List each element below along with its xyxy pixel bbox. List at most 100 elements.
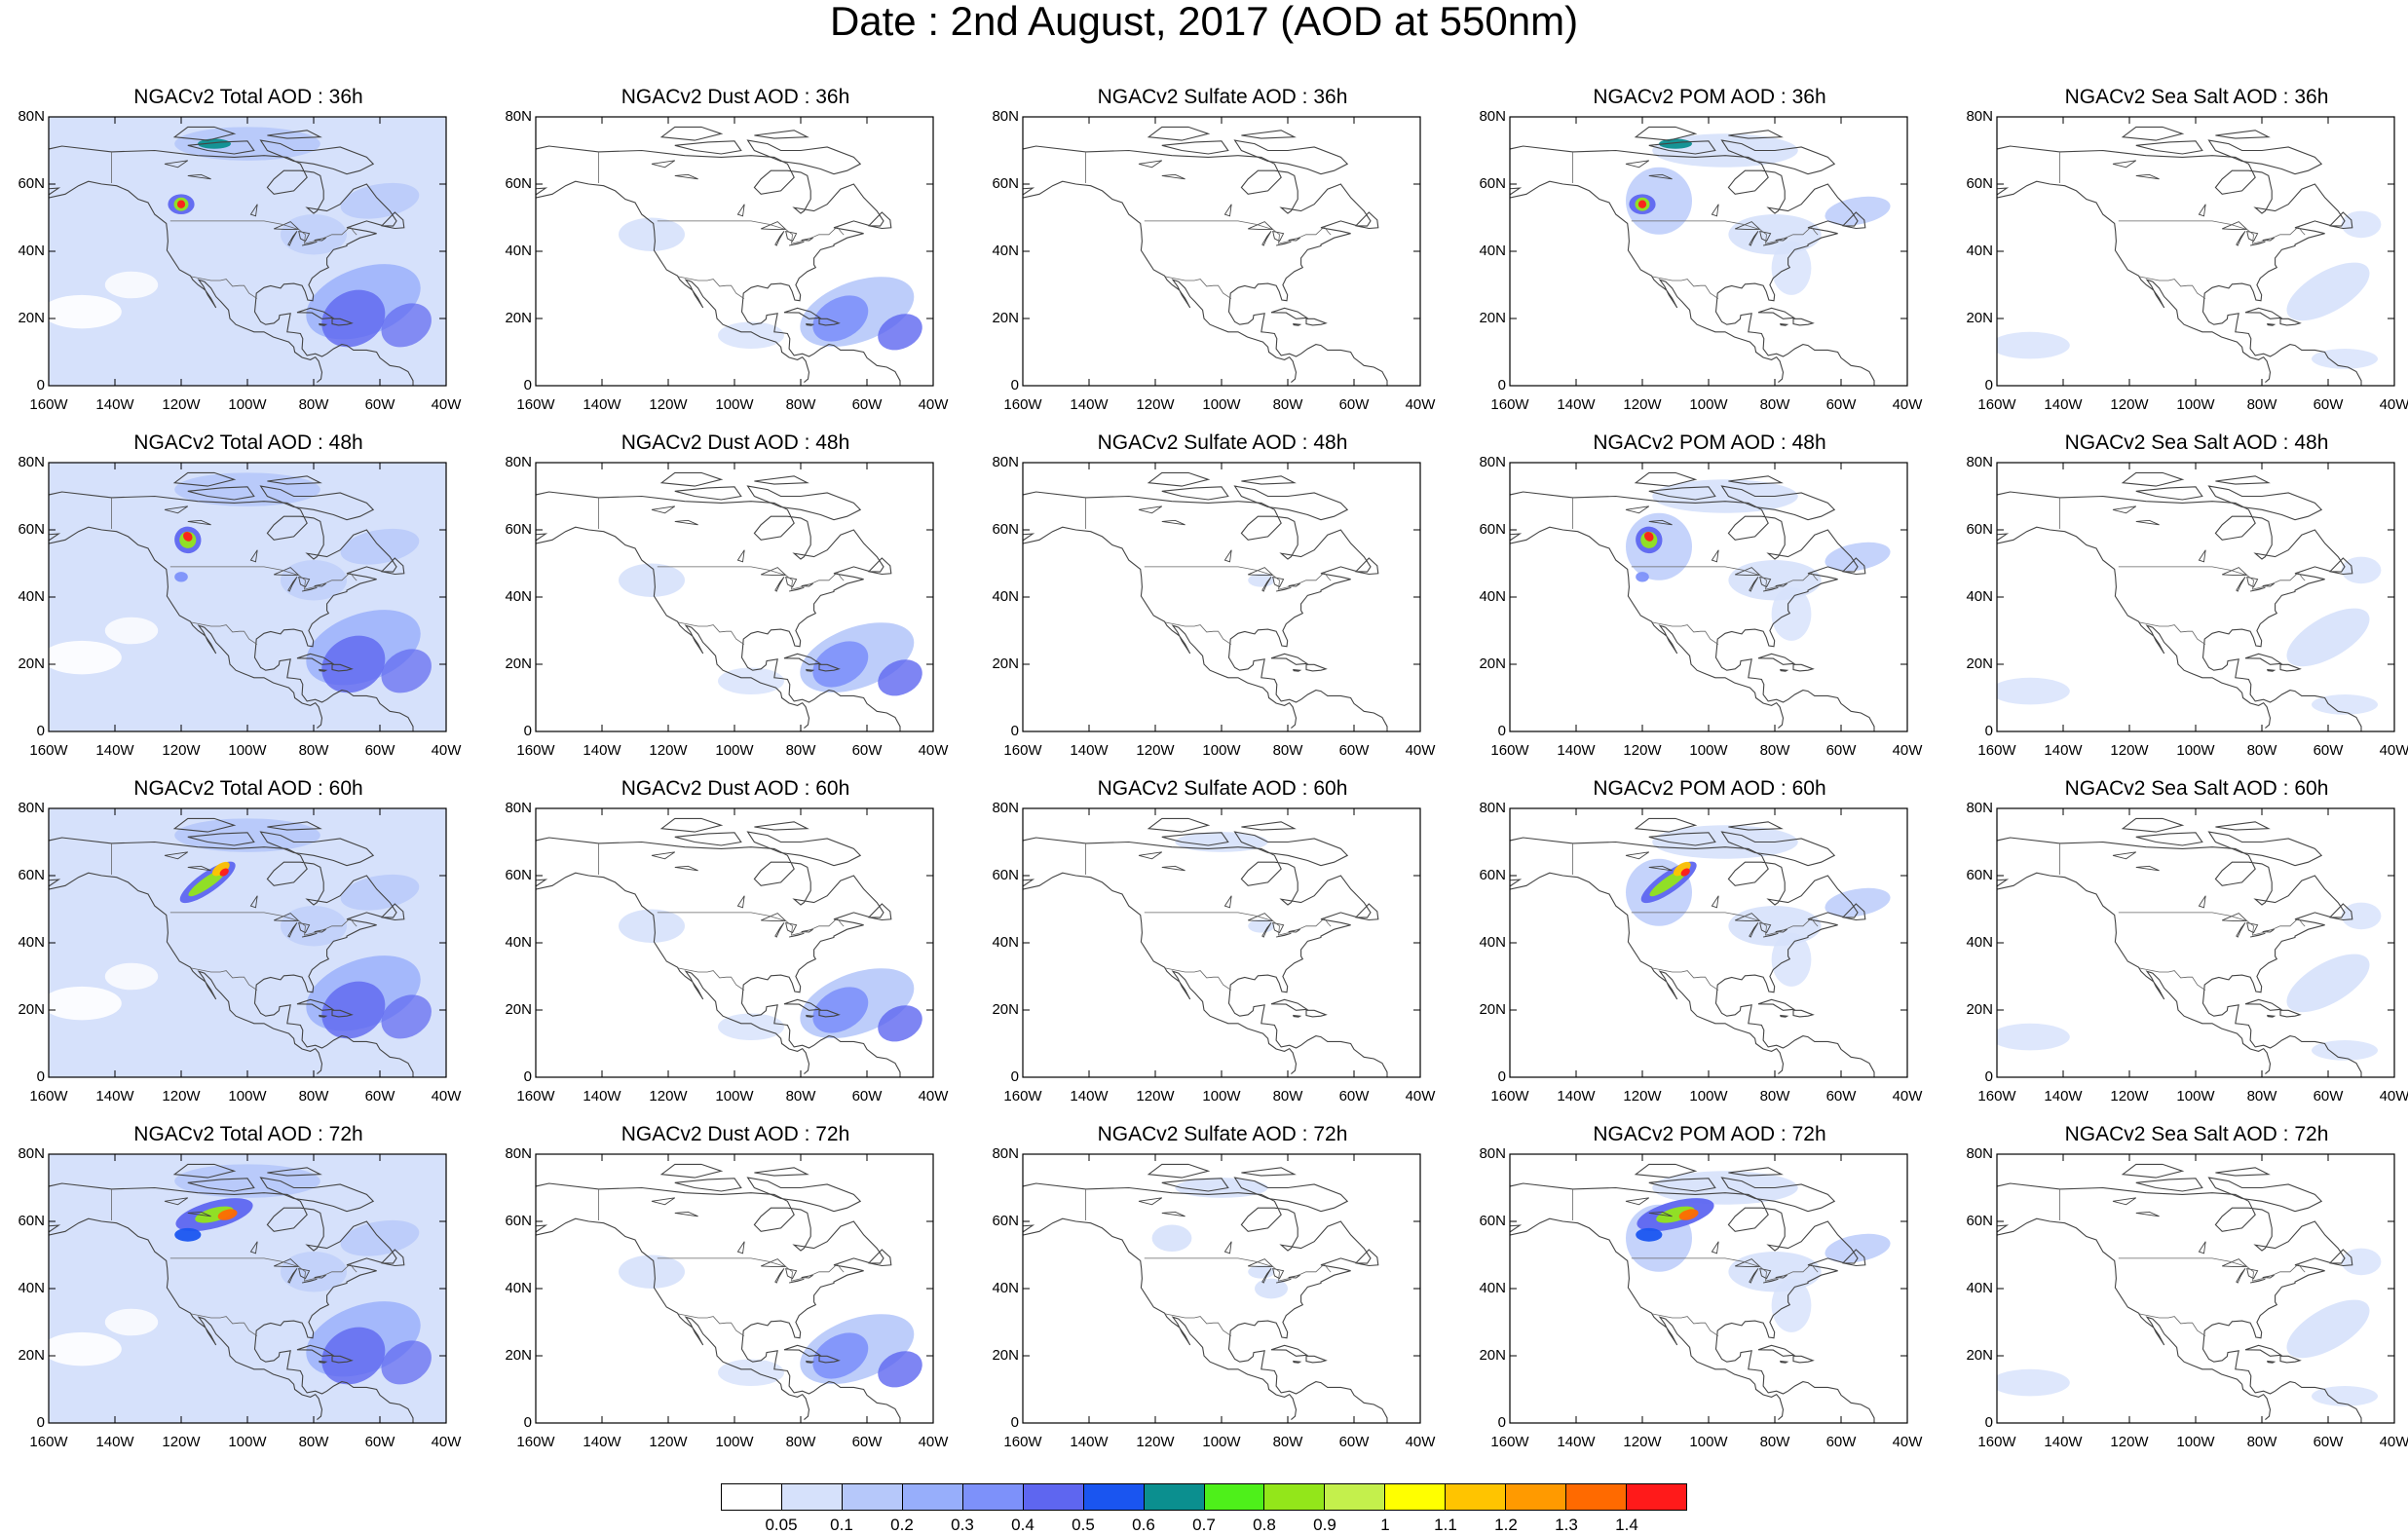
colorbar-label: 1.1 [1434,1516,1457,1534]
lon-tick-label: 100W [228,1088,267,1104]
coastlines [49,817,414,1077]
lon-tick-label: 100W [228,1434,267,1450]
lat-tick-label: 80N [1966,1145,1993,1162]
map-canvas [535,462,934,732]
coastlines [1510,471,1875,731]
lat-tick-label: 60N [18,521,45,538]
lat-tick-label: 20N [992,310,1019,326]
lat-tick-label: 80N [18,1145,45,1162]
lat-tick-label: 60N [1966,175,1993,192]
lat-tick-label: 40N [18,1280,45,1296]
lon-tick-label: 160W [516,742,555,759]
aerosol-field [1626,133,1891,295]
coastlines [49,126,414,386]
map-panel-dust-60h: NGACv2 Dust AOD : 60h 0 20N 40N 60N 80N 160W 14… [495,777,976,1118]
lon-tick-label: 140W [1070,1088,1109,1104]
lon-tick-label: 120W [162,742,201,759]
panel-title: NGACv2 POM AOD : 60h [1593,777,1826,800]
lat-tick-label: 0 [36,1068,45,1085]
map-panel-total-36h: NGACv2 Total AOD : 36h 0 20N 40N 60N 80N 160W 1… [8,86,489,427]
coastlines [1023,126,1388,386]
map-panel-sulfate-60h: NGACv2 Sulfate AOD : 60h 0 20N 40N 60N 80N 160… [982,777,1463,1118]
lat-tick-label: 0 [1984,1414,1993,1431]
lon-tick-label: 60W [851,396,883,413]
lon-tick-label: 160W [1003,396,1042,413]
lon-tick-label: 80W [2246,396,2277,413]
colorbar-swatch [1264,1484,1326,1510]
lon-tick-label: 100W [1202,1434,1241,1450]
coastlines [1023,817,1388,1077]
colorbar-label: 0.2 [890,1516,914,1534]
lon-tick-label: 60W [1338,1434,1370,1450]
lon-tick-label: 160W [1003,1434,1042,1450]
map-panel-sulfate-48h: NGACv2 Sulfate AOD : 48h 0 20N 40N 60N 80N 160… [982,431,1463,772]
map-panel-total-72h: NGACv2 Total AOD : 72h 0 20N 40N 60N 80N 160W 1… [8,1123,489,1464]
colorbar-label: 0.4 [1011,1516,1035,1534]
lon-tick-label: 60W [1825,1434,1857,1450]
lon-tick-label: 40W [918,742,949,759]
lon-tick-label: 80W [298,1088,329,1104]
map-panel-pom-60h: NGACv2 POM AOD : 60h 0 20N 40N 60N 80N 160W 140… [1469,777,1950,1118]
lon-tick-label: 60W [364,1088,395,1104]
lat-tick-label: 60N [1966,521,1993,538]
map-canvas [1022,807,1421,1078]
lon-tick-label: 40W [2379,742,2408,759]
lon-tick-label: 140W [2044,396,2083,413]
aerosol-field [619,217,922,351]
lat-tick-label: 40N [505,588,532,605]
map-canvas [1996,807,2395,1078]
lat-tick-label: 60N [1479,521,1506,538]
panel-title: NGACv2 Dust AOD : 48h [621,431,850,454]
lat-tick-label: 60N [992,867,1019,883]
panel-title: NGACv2 Total AOD : 36h [133,86,363,108]
lat-tick-label: 0 [1984,1068,1993,1085]
lon-tick-label: 80W [785,1088,816,1104]
lon-tick-label: 40W [1892,1434,1923,1450]
lat-tick-label: 0 [523,377,532,393]
aerosol-field [1248,573,1275,587]
map-canvas [535,116,934,387]
lat-tick-label: 60N [18,175,45,192]
panel-title: NGACv2 Total AOD : 72h [133,1123,363,1145]
lon-tick-label: 160W [1977,1088,2016,1104]
lat-tick-label: 20N [992,1347,1019,1364]
lat-tick-label: 60N [992,1213,1019,1229]
aerosol-field [1175,832,1275,933]
lat-tick-label: 40N [1479,243,1506,259]
lat-tick-label: 40N [505,1280,532,1296]
lat-tick-label: 80N [1479,454,1506,470]
lon-tick-label: 160W [516,1088,555,1104]
colorbar-swatch [842,1484,903,1510]
lat-tick-label: 20N [505,310,532,326]
lon-tick-label: 140W [1070,396,1109,413]
panel-title: NGACv2 Sea Salt AOD : 36h [2064,86,2329,108]
map-panel-total-48h: NGACv2 Total AOD : 48h 0 20N 40N 60N 80N 160W 1… [8,431,489,772]
lon-tick-label: 60W [1825,396,1857,413]
lon-tick-label: 80W [785,742,816,759]
lat-tick-label: 40N [992,243,1019,259]
lon-tick-label: 60W [364,396,395,413]
map-canvas [535,807,934,1078]
lat-tick-label: 60N [1966,867,1993,883]
colorbar-label: 1.3 [1555,1516,1578,1534]
aerosol-field [619,563,922,696]
colorbar-swatch [1446,1484,1507,1510]
colorbar-swatch [962,1484,1024,1510]
panel-title: NGACv2 POM AOD : 48h [1593,431,1826,454]
panel-title: NGACv2 Dust AOD : 72h [621,1123,850,1145]
panel-title: NGACv2 Sea Salt AOD : 60h [2064,777,2329,800]
lon-tick-label: 120W [649,396,688,413]
lon-tick-label: 140W [95,1088,134,1104]
map-canvas [1509,462,1908,732]
map-panel-sulfate-36h: NGACv2 Sulfate AOD : 36h 0 20N 40N 60N 80N 160… [982,86,1463,427]
map-panel-pom-72h: NGACv2 POM AOD : 72h 0 20N 40N 60N 80N 160W 140… [1469,1123,1950,1464]
map-panel-sea-salt-60h: NGACv2 Sea Salt AOD : 60h 0 20N 40N 60N 80N 16… [1956,777,2408,1118]
colorbar-label: 0.8 [1253,1516,1276,1534]
lon-tick-label: 80W [1272,742,1303,759]
lat-tick-label: 0 [523,723,532,739]
lon-tick-label: 60W [1825,742,1857,759]
lat-tick-label: 0 [523,1414,532,1431]
lat-tick-label: 80N [1966,454,1993,470]
lon-tick-label: 140W [2044,1088,2083,1104]
lon-tick-label: 60W [1825,1088,1857,1104]
